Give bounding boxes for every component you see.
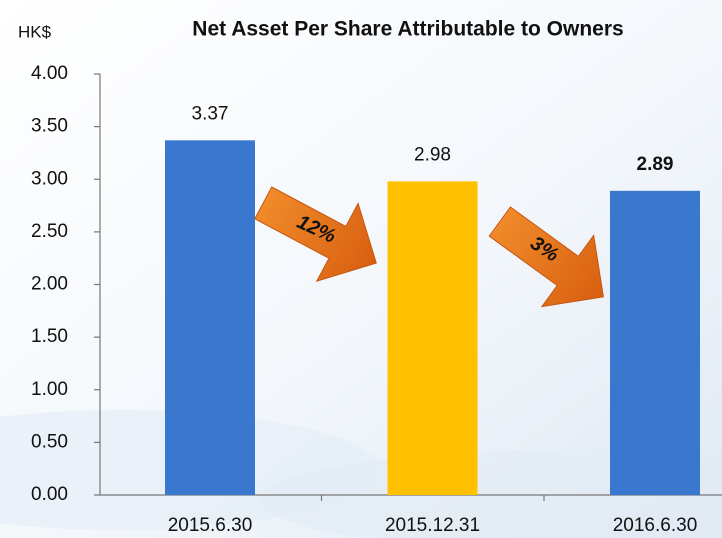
- arrow: [254, 186, 377, 283]
- background-wave: [260, 450, 722, 538]
- y-tick-label: 2.00: [31, 274, 68, 295]
- x-tick-label: 2016.6.30: [613, 515, 698, 536]
- bar: [165, 140, 255, 495]
- y-tick-label: 1.00: [31, 379, 68, 400]
- y-tick-label: 2.50: [31, 221, 68, 242]
- bar: [610, 190, 700, 495]
- chart-title: Net Asset Per Share Attributable to Owne…: [192, 18, 623, 41]
- value-label: 2.98: [414, 144, 451, 165]
- bar: [387, 181, 478, 496]
- arrow: [488, 206, 604, 308]
- value-label: 2.89: [637, 154, 674, 175]
- x-tick-label: 2015.12.31: [385, 515, 480, 536]
- value-label: 3.37: [192, 103, 229, 124]
- y-axis-unit: HK$: [18, 22, 52, 41]
- y-tick-label: 4.00: [31, 63, 68, 84]
- y-tick-label: 0.50: [31, 431, 68, 452]
- y-tick-label: 3.50: [31, 116, 68, 137]
- y-tick-label: 0.00: [31, 484, 68, 505]
- plot: 0.00 0.50 1.00 1.50 2.00 2.50 3.00 3.50 4.00 2015…: [31, 63, 722, 536]
- y-tick-label: 1.50: [31, 326, 68, 347]
- y-tick-label: 3.00: [31, 168, 68, 189]
- x-tick-label: 2015.6.30: [168, 515, 253, 536]
